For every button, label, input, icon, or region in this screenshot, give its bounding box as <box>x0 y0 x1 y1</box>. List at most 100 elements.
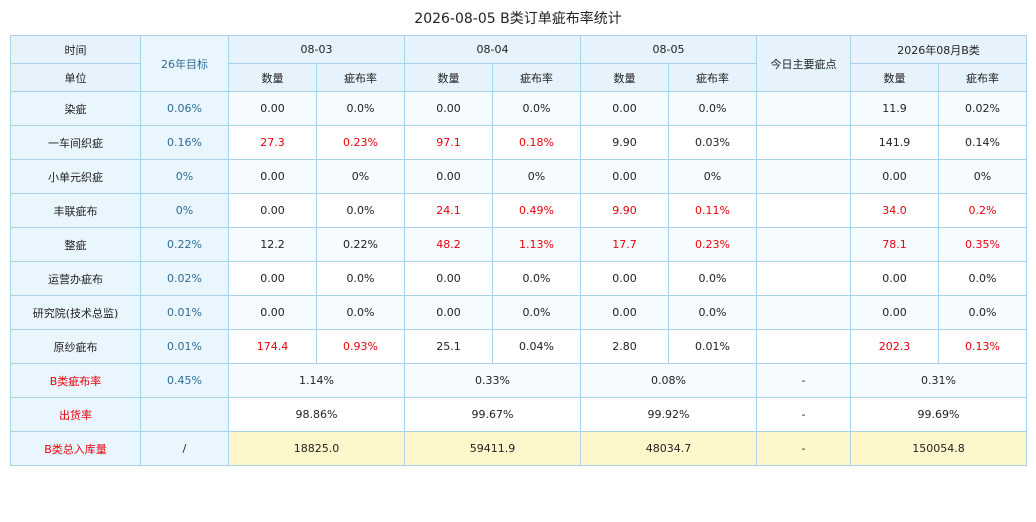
table-row: 一车间织疵 0.16% 27.3 0.23% 97.1 0.18% 9.90 0.03% 141… <box>10 125 1027 160</box>
day1-qty: 27.3 <box>228 125 317 160</box>
summary-day2: 0.33% <box>404 363 581 398</box>
row-target: 0.02% <box>140 261 229 296</box>
report-title: 2026-08-05 B类订单疵布率统计 <box>414 11 622 27</box>
day3-qty: 9.90 <box>580 193 669 228</box>
row-target: 0.01% <box>140 329 229 364</box>
day1-rate: 0.0% <box>316 91 405 126</box>
day2-qty: 48.2 <box>404 227 493 262</box>
month-qty: 11.9 <box>850 91 939 126</box>
day2-qty: 0.00 <box>404 295 493 330</box>
table-row: 小单元织疵 0% 0.00 0% 0.00 0% 0.00 0% 0.00 0% <box>10 159 1027 194</box>
summary-day1: 1.14% <box>228 363 405 398</box>
day3-qty: 0.00 <box>580 91 669 126</box>
row-label: 小单元织疵 <box>10 159 141 194</box>
month-rate: 0% <box>938 159 1027 194</box>
header-row-2: 单位 数量 疵布率 数量 疵布率 数量 疵布率 数量 疵布率 <box>10 63 1027 92</box>
day3-qty: 2.80 <box>580 329 669 364</box>
month-qty: 0.00 <box>850 159 939 194</box>
day2-qty: 0.00 <box>404 91 493 126</box>
header-rate: 疵布率 <box>668 63 757 92</box>
table-row: 丰联疵布 0% 0.00 0.0% 24.1 0.49% 9.90 0.11% 34.0 0.2% <box>10 193 1027 228</box>
day2-qty: 24.1 <box>404 193 493 228</box>
row-label: 整疵 <box>10 227 141 262</box>
summary-defect: - <box>756 431 851 466</box>
row-label: 丰联疵布 <box>10 193 141 228</box>
day1-qty: 0.00 <box>228 261 317 296</box>
month-qty: 0.00 <box>850 261 939 296</box>
day3-rate: 0.23% <box>668 227 757 262</box>
row-target: 0.22% <box>140 227 229 262</box>
table-row: 染疵 0.06% 0.00 0.0% 0.00 0.0% 0.00 0.0% 11.9 0.02% <box>10 91 1027 126</box>
day1-qty: 0.00 <box>228 295 317 330</box>
main-defect-cell <box>756 91 851 126</box>
day3-rate: 0.0% <box>668 295 757 330</box>
day3-rate: 0.03% <box>668 125 757 160</box>
row-label: 运营办疵布 <box>10 261 141 296</box>
day3-qty: 0.00 <box>580 159 669 194</box>
summary-day3: 48034.7 <box>580 431 757 466</box>
day1-qty: 174.4 <box>228 329 317 364</box>
header-rate: 疵布率 <box>492 63 581 92</box>
summary-month: 0.31% <box>850 363 1027 398</box>
summary-row: B类总入库量/18825.0 59411.9 48034.7-150054.8 <box>10 431 1027 466</box>
summary-label: B类总入库量 <box>10 431 141 466</box>
day2-rate: 0.18% <box>492 125 581 160</box>
day2-qty: 0.00 <box>404 159 493 194</box>
summary-defect: - <box>756 363 851 398</box>
day3-rate: 0.0% <box>668 261 757 296</box>
header-rate: 疵布率 <box>938 63 1027 92</box>
summary-target: / <box>140 431 229 466</box>
summary-target <box>140 397 229 432</box>
main-defect-cell <box>756 329 851 364</box>
month-rate: 0.02% <box>938 91 1027 126</box>
header-row-1: 时间 26年目标 08-03 08-04 08-05 今日主要疵点 2026年0… <box>10 35 1027 92</box>
month-qty: 0.00 <box>850 295 939 330</box>
month-qty: 202.3 <box>850 329 939 364</box>
summary-target: 0.45% <box>140 363 229 398</box>
row-label: 原纱疵布 <box>10 329 141 364</box>
row-label: 染疵 <box>10 91 141 126</box>
day2-rate: 0.0% <box>492 91 581 126</box>
header-qty: 数量 <box>580 63 669 92</box>
day2-rate: 1.13% <box>492 227 581 262</box>
table-row: 整疵 0.22% 12.2 0.22% 48.2 1.13% 17.7 0.23% 78.1 0.… <box>10 227 1027 262</box>
day3-qty: 0.00 <box>580 295 669 330</box>
defect-rate-table: 时间 26年目标 08-03 08-04 08-05 今日主要疵点 2026年0… <box>10 35 1027 466</box>
day1-rate: 0.0% <box>316 193 405 228</box>
row-target: 0.06% <box>140 91 229 126</box>
day1-qty: 0.00 <box>228 159 317 194</box>
main-defect-cell <box>756 261 851 296</box>
day3-rate: 0% <box>668 159 757 194</box>
header-qty: 数量 <box>850 63 939 92</box>
main-defect-cell <box>756 159 851 194</box>
table-row: 研究院(技术总监) 0.01% 0.00 0.0% 0.00 0.0% 0.00 0.0% 0.… <box>10 295 1027 330</box>
month-rate: 0.2% <box>938 193 1027 228</box>
main-defect-cell <box>756 193 851 228</box>
day3-rate: 0.01% <box>668 329 757 364</box>
month-qty: 141.9 <box>850 125 939 160</box>
header-qty: 数量 <box>228 63 317 92</box>
day2-rate: 0.49% <box>492 193 581 228</box>
summary-row: B类疵布率 0.45% 1.14% 0.33% 0.08% -0.31% <box>10 363 1027 398</box>
day2-rate: 0.0% <box>492 295 581 330</box>
day1-rate: 0.22% <box>316 227 405 262</box>
month-qty: 78.1 <box>850 227 939 262</box>
day2-rate: 0.04% <box>492 329 581 364</box>
summary-row: 出货率 98.86% 99.67% 99.92% -99.69% <box>10 397 1027 432</box>
summary-day2: 99.67% <box>404 397 581 432</box>
day1-rate: 0.0% <box>316 261 405 296</box>
day1-rate: 0% <box>316 159 405 194</box>
table-row: 运营办疵布 0.02% 0.00 0.0% 0.00 0.0% 0.00 0.0% 0.00 0.… <box>10 261 1027 296</box>
summary-day1: 98.86% <box>228 397 405 432</box>
day3-qty: 17.7 <box>580 227 669 262</box>
month-rate: 0.14% <box>938 125 1027 160</box>
day1-rate: 0.0% <box>316 295 405 330</box>
table-row: 原纱疵布 0.01% 174.4 0.93% 25.1 0.04% 2.80 0.01% 202… <box>10 329 1027 364</box>
row-label: 一车间织疵 <box>10 125 141 160</box>
month-rate: 0.13% <box>938 329 1027 364</box>
month-qty: 34.0 <box>850 193 939 228</box>
day2-rate: 0% <box>492 159 581 194</box>
summary-defect: - <box>756 397 851 432</box>
day1-rate: 0.93% <box>316 329 405 364</box>
day1-qty: 12.2 <box>228 227 317 262</box>
